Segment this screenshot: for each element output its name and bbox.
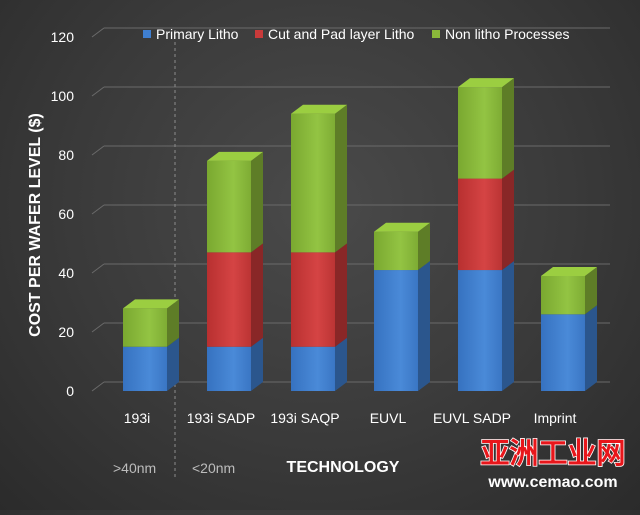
bar-side-face [502, 169, 514, 271]
gridline-depth [91, 322, 105, 333]
bar-front-face [207, 346, 251, 391]
legend: Primary Litho Cut and Pad layer Litho Non … [143, 26, 570, 42]
bar-segment [207, 151, 263, 253]
gridline-depth [91, 145, 105, 156]
x-tick-label: 193i SAQP [270, 410, 339, 426]
bar-segment [123, 337, 179, 391]
bar-side-face [502, 261, 514, 391]
bar-front-face [374, 231, 418, 271]
bar-segment [123, 299, 179, 347]
bar-side-face [251, 243, 263, 347]
bars [123, 78, 597, 391]
x-axis-title: TECHNOLOGY [287, 459, 400, 476]
x-tick-label: EUVL SADP [433, 410, 511, 426]
y-tick-label: 100 [51, 88, 75, 104]
bar-segment [207, 337, 263, 391]
bar-side-face [585, 266, 597, 315]
bar-side-face [585, 305, 597, 391]
legend-swatch [143, 30, 151, 38]
node-label-left: >40nm [113, 460, 156, 476]
bar-side-face [335, 104, 347, 253]
node-label-right: <20nm [192, 460, 235, 476]
legend-swatch [432, 30, 440, 38]
bar-segment [541, 305, 597, 391]
gridline-depth [91, 204, 105, 215]
bar-segment [291, 337, 347, 391]
y-tick-label: 80 [58, 147, 74, 163]
bar-front-face [458, 178, 502, 271]
y-tick-label: 60 [58, 206, 74, 222]
watermark-url: www.cemao.com [487, 474, 617, 491]
legend-item: Primary Litho [143, 26, 239, 42]
bar-side-face [251, 337, 263, 391]
bar-top-face [207, 151, 263, 161]
gridlines [91, 27, 610, 392]
bar-top-face [291, 104, 347, 114]
bar-side-face [167, 337, 179, 391]
x-tick-label: Imprint [534, 410, 577, 426]
legend-label: Cut and Pad layer Litho [268, 26, 415, 42]
bar-side-face [502, 78, 514, 179]
y-tick-label: 20 [58, 324, 74, 340]
legend-label: Non litho Processes [445, 26, 570, 42]
y-tick-label: 40 [58, 265, 74, 281]
x-tick-label: 193i [124, 410, 150, 426]
y-axis-title: COST PER WAFER LEVEL ($) [27, 113, 44, 337]
bar-side-face [251, 151, 263, 253]
bar-side-face [418, 222, 430, 271]
gridline-depth [91, 263, 105, 274]
bar-segment [374, 261, 430, 391]
bar-front-face [207, 160, 251, 253]
watermark-brand: 亚洲工业网 [480, 437, 625, 470]
legend-item: Cut and Pad layer Litho [255, 26, 415, 42]
bar-segment [291, 104, 347, 253]
bar-front-face [291, 252, 335, 347]
bar-segment [458, 78, 514, 179]
bar-front-face [541, 314, 585, 391]
gridline-depth [91, 27, 105, 38]
gridline-depth [91, 381, 105, 392]
bar-front-face [291, 346, 335, 391]
bar-front-face [458, 270, 502, 391]
y-tick-label: 0 [66, 383, 74, 399]
bar-top-face [123, 299, 179, 309]
legend-label: Primary Litho [156, 26, 239, 42]
legend-item: Non litho Processes [432, 26, 570, 42]
bar-segment [374, 222, 430, 271]
x-tick-label: 193i SADP [187, 410, 255, 426]
gridline-depth [91, 86, 105, 97]
y-tick-label: 120 [51, 29, 75, 45]
bar-front-face [541, 275, 585, 315]
bar-side-face [335, 243, 347, 347]
bar-front-face [123, 346, 167, 391]
y-tick-labels: 0 20 40 60 80 100 120 [51, 29, 75, 399]
x-tick-label: EUVL [370, 410, 407, 426]
bar-front-face [207, 252, 251, 347]
x-tick-labels: 193i 193i SADP 193i SAQP EUVL EUVL SADP Impri… [124, 410, 577, 426]
watermark-logo: 亚洲工业网 www.cemao.com [480, 436, 627, 491]
legend-swatch [255, 30, 263, 38]
bar-front-face [374, 270, 418, 391]
bar-segment [541, 266, 597, 315]
bar-top-face [541, 266, 597, 276]
bar-side-face [335, 337, 347, 391]
bar-side-face [167, 299, 179, 347]
bar-side-face [418, 261, 430, 391]
bar-front-face [123, 308, 167, 347]
bar-top-face [458, 78, 514, 88]
bar-top-face [374, 222, 430, 232]
bar-segment [207, 243, 263, 347]
bar-front-face [458, 87, 502, 179]
bar-segment [458, 169, 514, 271]
bar-segment [458, 261, 514, 391]
bar-front-face [291, 113, 335, 253]
bar-segment [291, 243, 347, 347]
